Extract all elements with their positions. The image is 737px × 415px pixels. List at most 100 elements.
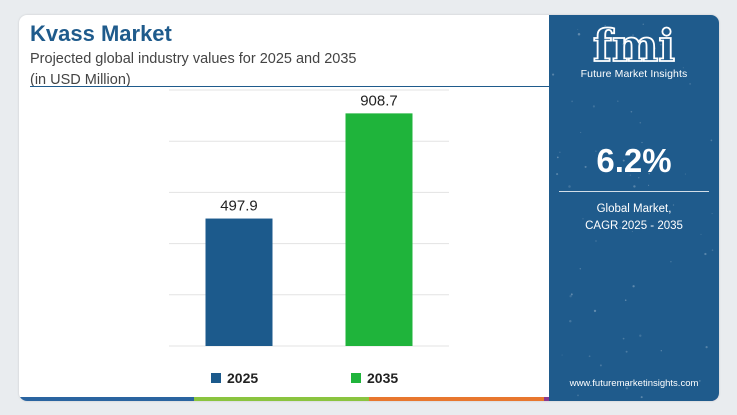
decor-dot (638, 177, 640, 179)
decor-dot (642, 23, 645, 26)
subtitle-line-2: (in USD Million) (30, 72, 131, 88)
decor-dot (579, 268, 581, 270)
decor-dot (625, 387, 629, 390)
decor-dot (640, 396, 643, 399)
decor-dot (711, 249, 714, 251)
decor-dot (584, 165, 587, 168)
decor-dot (639, 334, 642, 337)
decor-dot (593, 309, 597, 313)
bottom-bar-segment (369, 397, 544, 401)
decor-dot (625, 227, 628, 230)
decor-dot (658, 165, 661, 168)
decor-dot (616, 100, 619, 103)
decor-dot (630, 110, 633, 113)
decor-dot (570, 293, 573, 296)
fmi-logo-letters: fmi (593, 23, 675, 67)
decor-dot (559, 151, 561, 153)
decor-dot (629, 174, 631, 176)
decor-dot (662, 75, 665, 77)
title-divider (30, 86, 549, 87)
decor-dot (650, 168, 653, 172)
chart-subtitle: Projected global industry values for 202… (30, 49, 410, 91)
decor-dot (588, 355, 591, 358)
decor-dot (698, 380, 701, 382)
decor-dot (705, 346, 708, 349)
decor-dot (568, 185, 571, 188)
decor-dot (623, 209, 625, 212)
decor-dot (569, 319, 572, 323)
sidebar-panel: fmi Future Market Insights 6.2% Global M… (549, 15, 719, 401)
decor-dot (593, 383, 595, 385)
decor-dot (577, 33, 581, 36)
decor-dot (599, 364, 602, 367)
cagr-label-line-2: CAGR 2025 - 2035 (585, 220, 683, 232)
website-link[interactable]: www.futuremarketinsights.com (569, 378, 699, 389)
decor-dot (710, 139, 713, 142)
decor-dot (556, 156, 559, 159)
legend-swatch (211, 373, 221, 383)
decor-dot (670, 260, 672, 263)
legend-item-2025: 2025 (211, 370, 258, 386)
decor-dot (622, 337, 625, 340)
decor-dot (689, 83, 691, 85)
decor-dot (659, 73, 663, 76)
bar-chart: 497.9 908.7 (169, 89, 449, 347)
bottom-bar-segment (194, 397, 369, 401)
decor-dot (633, 185, 636, 188)
decor-dot (604, 25, 606, 27)
decor-dot (704, 252, 707, 256)
legend-label: 2035 (367, 370, 399, 386)
decor-dot (595, 150, 597, 152)
bar-2025 (205, 218, 273, 346)
decor-dot (684, 173, 686, 175)
decor-dot (654, 47, 656, 50)
decor-dot (659, 43, 662, 46)
decor-dot (608, 149, 610, 151)
bar-2035 (345, 113, 413, 346)
decor-dot (625, 350, 628, 353)
data-label-2025: 497.9 (220, 198, 258, 215)
decor-dot (622, 42, 626, 46)
chart-legend: 2025 2035 (19, 370, 549, 390)
decor-dot (577, 394, 579, 397)
chart-title: Kvass Market (30, 21, 172, 46)
decor-dot (571, 100, 573, 103)
decor-dot (660, 350, 662, 352)
decor-dot (577, 28, 579, 30)
decor-dot (582, 217, 584, 220)
decor-dot (639, 121, 642, 124)
legend-label: 2025 (227, 370, 259, 386)
decor-dot (592, 105, 595, 108)
cagr-value: 6.2% (596, 142, 672, 179)
decor-dot (552, 73, 555, 76)
decor-dot (624, 299, 627, 301)
decor-dot (622, 159, 625, 162)
decor-dot (641, 141, 643, 144)
data-label-2035: 908.7 (360, 92, 398, 109)
decor-dot (595, 240, 597, 242)
decor-dot (619, 226, 622, 229)
cagr-label: Global Market, CAGR 2025 - 2035 (549, 201, 719, 235)
decor-dot (648, 172, 650, 175)
decor-dot (700, 233, 702, 235)
fmi-logo: fmi Future Market Insights (549, 23, 719, 80)
subtitle-line-1: Projected global industry values for 202… (30, 51, 357, 67)
dot-pattern (552, 23, 714, 399)
infographic-card: Kvass Market Projected global industry v… (19, 15, 719, 401)
chart-panel: Kvass Market Projected global industry v… (19, 15, 719, 401)
bottom-bar-segment (19, 397, 194, 401)
decor-dot (682, 67, 685, 69)
cagr-divider (559, 191, 709, 192)
decor-dot (580, 131, 582, 133)
decor-dot (561, 354, 563, 356)
legend-swatch (351, 373, 361, 383)
fmi-logo-mark: fmi (592, 23, 676, 67)
decor-dot (648, 184, 650, 186)
decor-dot (632, 285, 635, 288)
decor-dot (672, 204, 675, 206)
decor-dot (660, 206, 663, 209)
decor-dot (556, 173, 559, 176)
legend-item-2035: 2035 (351, 370, 398, 386)
decor-dot (632, 34, 634, 36)
fmi-logo-subtitle: Future Market Insights (580, 68, 688, 80)
